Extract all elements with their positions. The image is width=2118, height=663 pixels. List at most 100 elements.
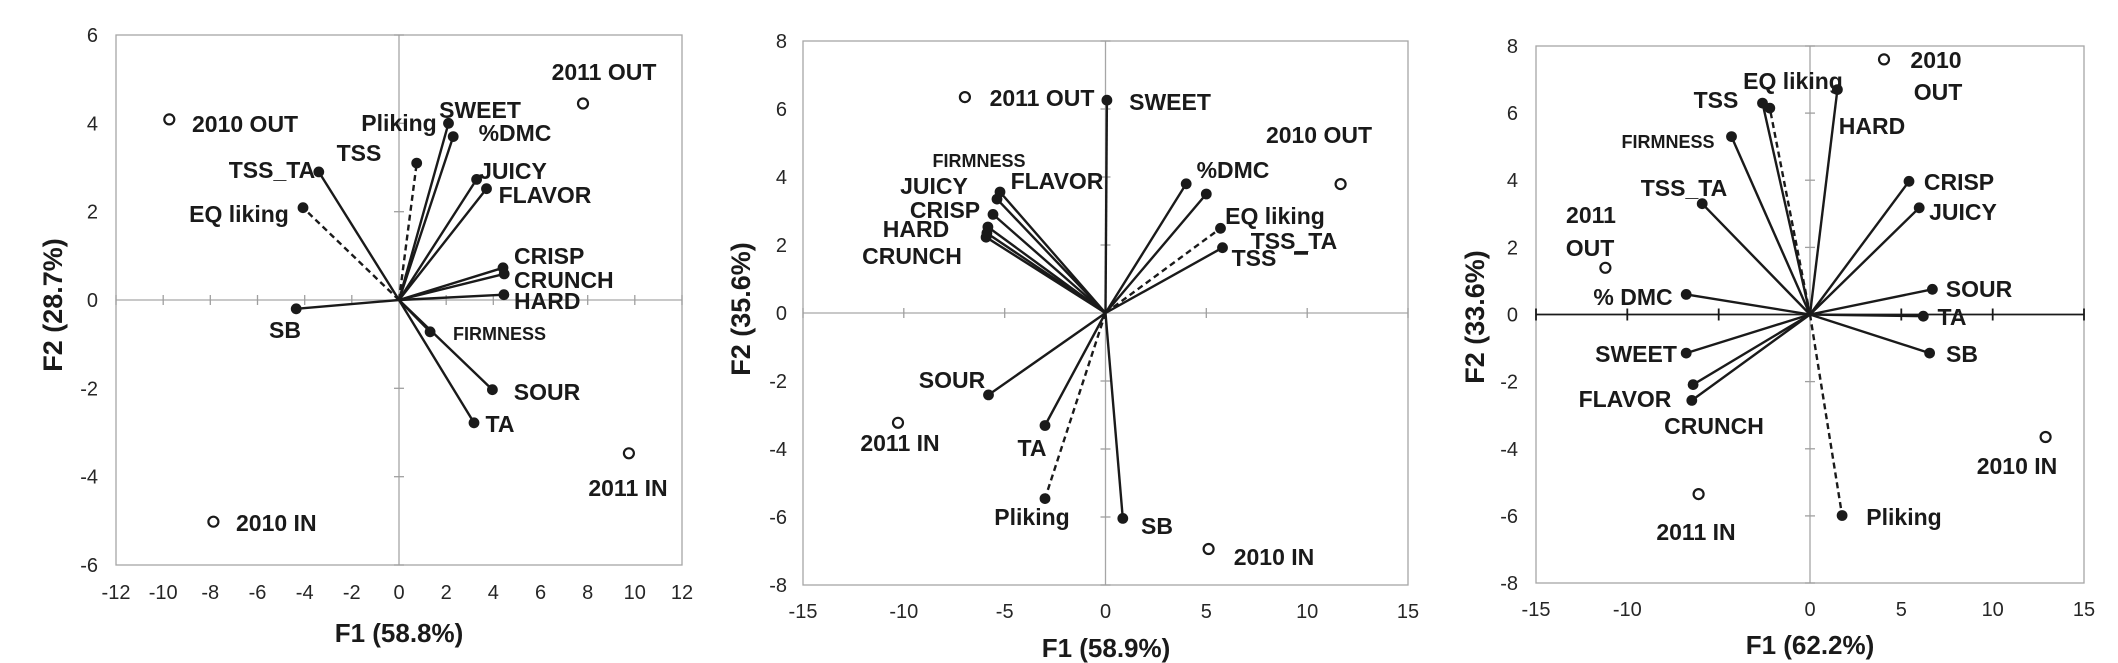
svg-text:2010 IN: 2010 IN xyxy=(236,510,317,536)
svg-text:8: 8 xyxy=(776,31,787,53)
svg-text:CRISP: CRISP xyxy=(1924,169,1994,195)
svg-text:8: 8 xyxy=(1507,36,1518,58)
svg-text:FIRMNESS: FIRMNESS xyxy=(1621,132,1714,152)
svg-text:2010 IN: 2010 IN xyxy=(1977,453,2058,479)
svg-text:FLAVOR: FLAVOR xyxy=(499,182,592,208)
svg-text:Pliking: Pliking xyxy=(1866,504,1941,530)
svg-text:-6: -6 xyxy=(80,555,98,577)
svg-text:HARD: HARD xyxy=(1839,113,1905,139)
svg-text:TA: TA xyxy=(1018,435,1047,461)
svg-text:SB: SB xyxy=(1141,513,1173,539)
svg-text:6: 6 xyxy=(87,25,98,47)
svg-text:2: 2 xyxy=(441,582,452,604)
svg-text:F2 (28.7%): F2 (28.7%) xyxy=(38,238,68,372)
svg-text:TSS_TA: TSS_TA xyxy=(1251,228,1337,254)
svg-text:-4: -4 xyxy=(769,439,787,461)
svg-text:SOUR: SOUR xyxy=(919,367,986,393)
svg-text:TA: TA xyxy=(1938,304,1967,330)
svg-text:6: 6 xyxy=(1507,103,1518,125)
svg-text:2: 2 xyxy=(87,202,98,224)
svg-text:2011 OUT: 2011 OUT xyxy=(552,59,657,85)
svg-text:SWEET: SWEET xyxy=(1595,341,1677,367)
svg-text:4: 4 xyxy=(488,582,499,604)
svg-text:-2: -2 xyxy=(80,378,98,400)
svg-text:%DMC: %DMC xyxy=(1197,157,1270,183)
svg-text:CRUNCH: CRUNCH xyxy=(862,243,962,269)
svg-text:-8: -8 xyxy=(201,582,219,604)
svg-text:4: 4 xyxy=(87,113,98,135)
svg-text:Pliking: Pliking xyxy=(994,504,1069,530)
svg-text:-10: -10 xyxy=(889,601,918,623)
svg-text:-4: -4 xyxy=(296,582,314,604)
svg-text:HARD: HARD xyxy=(883,216,949,242)
svg-text:8: 8 xyxy=(582,582,593,604)
svg-text:F1 (58.8%): F1 (58.8%) xyxy=(335,618,464,648)
svg-text:-4: -4 xyxy=(1500,439,1518,461)
svg-text:-2: -2 xyxy=(769,371,787,393)
svg-text:-15: -15 xyxy=(1522,599,1551,621)
svg-text:-12: -12 xyxy=(102,582,131,604)
svg-text:EQ liking: EQ liking xyxy=(189,201,289,227)
svg-text:-6: -6 xyxy=(249,582,267,604)
svg-text:2010: 2010 xyxy=(1910,47,1961,73)
svg-text:OUT: OUT xyxy=(1566,235,1615,261)
svg-text:JUICY: JUICY xyxy=(900,173,968,199)
svg-text:%DMC: %DMC xyxy=(479,120,552,146)
svg-text:4: 4 xyxy=(1507,170,1518,192)
svg-text:HARD: HARD xyxy=(514,288,580,314)
svg-text:FLAVOR: FLAVOR xyxy=(1011,168,1104,194)
svg-text:12: 12 xyxy=(671,582,693,604)
svg-text:TSS: TSS xyxy=(337,140,382,166)
svg-text:SOUR: SOUR xyxy=(1946,276,2013,302)
svg-text:CRISP: CRISP xyxy=(514,243,584,269)
svg-text:EQ liking: EQ liking xyxy=(1225,203,1325,229)
svg-text:SWEET: SWEET xyxy=(439,97,521,123)
svg-text:TSS_TA: TSS_TA xyxy=(1641,175,1727,201)
svg-text:0: 0 xyxy=(393,582,404,604)
svg-text:-2: -2 xyxy=(343,582,361,604)
svg-text:TA: TA xyxy=(486,411,515,437)
svg-text:Pliking: Pliking xyxy=(361,110,436,136)
svg-text:-6: -6 xyxy=(1500,506,1518,528)
svg-text:15: 15 xyxy=(1397,601,1419,623)
svg-text:2011 OUT: 2011 OUT xyxy=(990,85,1095,111)
svg-text:FIRMNESS: FIRMNESS xyxy=(453,324,546,344)
svg-text:5: 5 xyxy=(1896,599,1907,621)
svg-text:FIRMNESS: FIRMNESS xyxy=(932,151,1025,171)
svg-text:-2: -2 xyxy=(1500,372,1518,394)
svg-text:0: 0 xyxy=(776,303,787,325)
svg-text:CRUNCH: CRUNCH xyxy=(514,267,614,293)
svg-text:CRUNCH: CRUNCH xyxy=(1664,413,1764,439)
svg-text:2011 IN: 2011 IN xyxy=(860,430,939,456)
svg-text:10: 10 xyxy=(1296,601,1318,623)
svg-text:10: 10 xyxy=(1982,599,2004,621)
svg-text:2010 OUT: 2010 OUT xyxy=(192,111,298,137)
svg-text:2011: 2011 xyxy=(1566,202,1616,228)
svg-text:5: 5 xyxy=(1201,601,1212,623)
svg-text:SWEET: SWEET xyxy=(1129,89,1211,115)
svg-text:0: 0 xyxy=(1804,599,1815,621)
svg-text:F1 (58.9%): F1 (58.9%) xyxy=(1042,633,1171,663)
svg-text:10: 10 xyxy=(624,582,646,604)
svg-text:OUT: OUT xyxy=(1914,79,1963,105)
svg-text:F1 (62.2%): F1 (62.2%) xyxy=(1746,630,1875,660)
svg-text:-5: -5 xyxy=(996,601,1014,623)
svg-text:SOUR: SOUR xyxy=(514,379,581,405)
svg-text:0: 0 xyxy=(1507,305,1518,327)
svg-text:SB: SB xyxy=(1946,341,1978,367)
svg-text:TSS: TSS xyxy=(1232,245,1277,271)
svg-text:-10: -10 xyxy=(149,582,178,604)
svg-text:6: 6 xyxy=(776,99,787,121)
svg-text:2010 OUT: 2010 OUT xyxy=(1266,122,1372,148)
svg-text:EQ liking: EQ liking xyxy=(1743,68,1843,94)
svg-text:-15: -15 xyxy=(789,601,818,623)
svg-text:F2 (35.6%): F2 (35.6%) xyxy=(726,242,756,376)
svg-text:2: 2 xyxy=(1507,237,1518,259)
svg-text:-8: -8 xyxy=(1500,573,1518,595)
svg-text:F2 (33.6%): F2 (33.6%) xyxy=(1460,250,1490,384)
svg-text:FLAVOR: FLAVOR xyxy=(1579,386,1672,412)
svg-text:-10: -10 xyxy=(1613,599,1642,621)
svg-text:2010 IN: 2010 IN xyxy=(1234,544,1315,570)
svg-text:TSS_TA: TSS_TA xyxy=(229,157,315,183)
svg-text:% DMC: % DMC xyxy=(1593,284,1672,310)
